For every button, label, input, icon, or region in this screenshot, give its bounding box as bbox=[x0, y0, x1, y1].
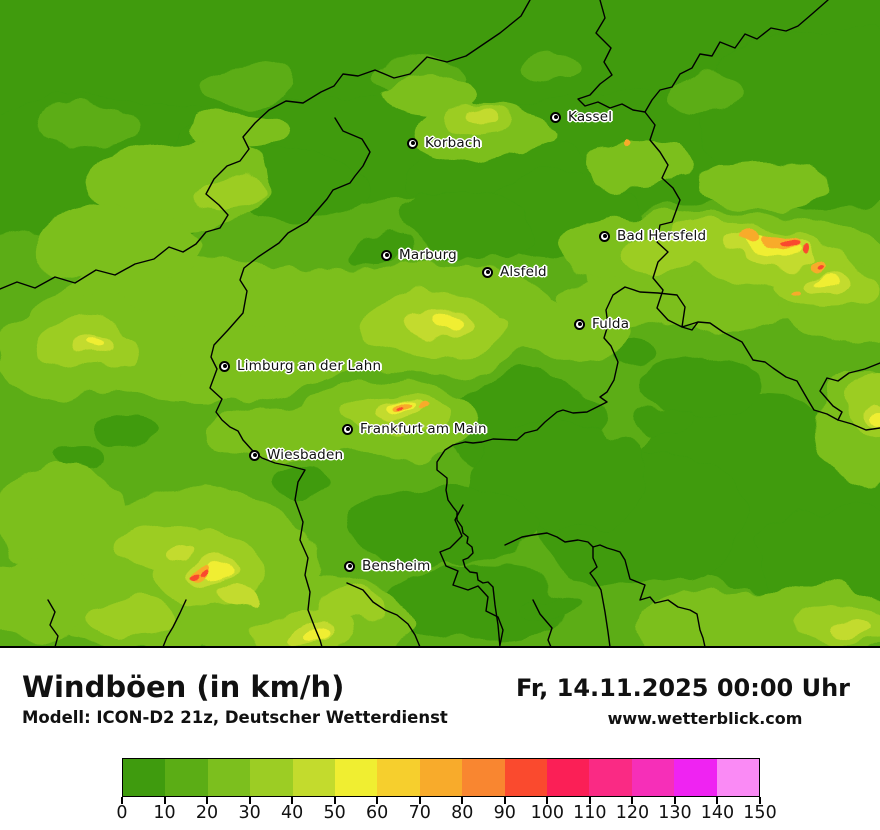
city-label: Marburg bbox=[399, 247, 457, 263]
color-scale-segment bbox=[589, 759, 632, 796]
map-title: Windböen (in km/h) bbox=[22, 670, 345, 704]
scale-tick-label: 120 bbox=[615, 803, 650, 823]
scale-tick-label: 60 bbox=[366, 803, 389, 823]
valid-datetime: Fr, 14.11.2025 00:00 Uhr bbox=[516, 674, 850, 702]
city-dot-icon bbox=[574, 318, 585, 330]
wind-gust-raster bbox=[0, 0, 880, 646]
city-label: Bensheim bbox=[362, 558, 431, 574]
city-marker: Frankfurt am Main bbox=[342, 421, 487, 437]
scale-tick bbox=[588, 797, 591, 804]
city-marker: Limburg an der Lahn bbox=[219, 358, 381, 374]
city-label: Alsfeld bbox=[500, 264, 547, 280]
scale-tick-label: 30 bbox=[238, 803, 261, 823]
city-dot-icon bbox=[550, 111, 561, 123]
model-info: Modell: ICON-D2 21z, Deutscher Wetterdie… bbox=[22, 708, 448, 727]
scale-tick-label: 70 bbox=[408, 803, 431, 823]
scale-tick-label: 90 bbox=[493, 803, 516, 823]
city-dot-icon bbox=[249, 449, 260, 461]
state-borders bbox=[0, 0, 880, 646]
scale-tick bbox=[291, 797, 294, 804]
scale-tick-label: 130 bbox=[658, 803, 692, 823]
scale-tick bbox=[631, 797, 634, 804]
city-marker: Alsfeld bbox=[482, 264, 547, 280]
city-dot-icon bbox=[344, 560, 355, 572]
city-marker: Bad Hersfeld bbox=[599, 228, 706, 244]
scale-tick bbox=[418, 797, 421, 804]
color-scale-segment bbox=[504, 759, 548, 796]
city-label: Limburg an der Lahn bbox=[237, 358, 382, 374]
color-scale-bar bbox=[122, 758, 760, 797]
scale-tick bbox=[461, 797, 464, 804]
city-dot-icon bbox=[219, 360, 230, 372]
scale-tick bbox=[673, 797, 676, 804]
color-scale-segment bbox=[292, 759, 336, 796]
weather-map: Kassel Korbach Bad Hersfeld Marburg Alsfeld F… bbox=[0, 0, 880, 648]
scale-tick-label: 10 bbox=[153, 803, 176, 823]
color-scale-segment bbox=[207, 759, 251, 796]
scale-tick bbox=[376, 797, 379, 804]
scale-tick bbox=[206, 797, 209, 804]
color-scale-ticks bbox=[121, 797, 761, 804]
scale-tick-label: 20 bbox=[195, 803, 219, 823]
city-dot-icon bbox=[407, 137, 418, 149]
city-marker: Marburg bbox=[381, 247, 457, 263]
city-label: Fulda bbox=[592, 316, 630, 332]
scale-tick-label: 50 bbox=[323, 803, 346, 823]
scale-tick-label: 140 bbox=[700, 803, 735, 823]
city-dot-icon bbox=[381, 249, 392, 261]
color-scale-segment bbox=[250, 759, 293, 796]
color-scale-segment bbox=[377, 759, 420, 796]
scale-tick-label: 150 bbox=[743, 803, 777, 823]
scale-tick bbox=[163, 797, 166, 804]
scale-tick bbox=[121, 797, 123, 804]
city-label: Frankfurt am Main bbox=[360, 421, 487, 437]
color-scale-segment bbox=[335, 759, 378, 796]
color-scale-segment bbox=[674, 759, 717, 796]
color-scale-segment bbox=[165, 759, 208, 796]
city-dot-icon bbox=[599, 230, 610, 242]
color-scale-segment bbox=[547, 759, 590, 796]
city-label: Wiesbaden bbox=[267, 447, 344, 463]
city-dot-icon bbox=[482, 266, 493, 278]
scale-tick-label: 40 bbox=[280, 803, 304, 823]
color-scale-labels: 0 10 20 30 40 50 60 70 80 90 100 110 120 130 140 150 bbox=[116, 803, 776, 825]
scale-tick bbox=[716, 797, 719, 804]
city-marker: Fulda bbox=[574, 316, 629, 332]
scale-tick bbox=[333, 797, 336, 804]
color-scale-segment bbox=[419, 759, 463, 796]
scale-tick bbox=[759, 797, 761, 804]
website-label: www.wetterblick.com bbox=[607, 709, 803, 728]
color-scale-segment bbox=[123, 759, 166, 796]
color-scale-segment bbox=[462, 759, 505, 796]
city-label: Kassel bbox=[568, 109, 613, 125]
city-marker: Kassel bbox=[550, 109, 612, 125]
city-marker: Korbach bbox=[407, 135, 481, 151]
scale-tick-label: 110 bbox=[573, 803, 607, 823]
scale-tick-label: 80 bbox=[451, 803, 474, 823]
color-scale-segment bbox=[631, 759, 675, 796]
city-label: Korbach bbox=[425, 135, 482, 151]
city-dot-icon bbox=[342, 423, 353, 435]
scale-tick bbox=[503, 797, 506, 804]
color-scale-segment bbox=[716, 759, 760, 796]
city-label: Bad Hersfeld bbox=[617, 228, 707, 244]
city-marker: Bensheim bbox=[344, 558, 431, 574]
scale-tick-label: 100 bbox=[530, 803, 565, 823]
scale-tick bbox=[248, 797, 251, 804]
city-marker: Wiesbaden bbox=[249, 447, 343, 463]
scale-tick bbox=[546, 797, 549, 804]
scale-tick-label: 0 bbox=[116, 803, 128, 823]
